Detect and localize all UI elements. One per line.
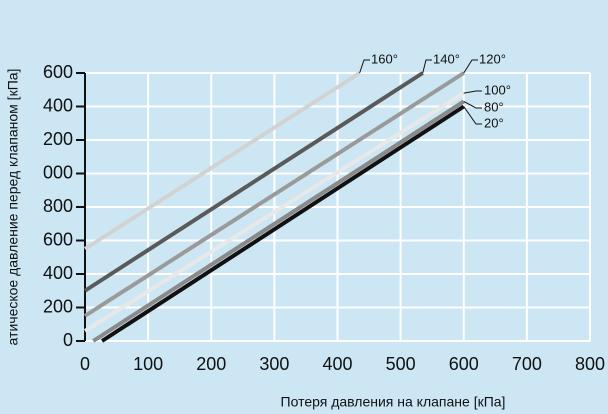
series-label: 140° [433,51,460,66]
x-axis-title: Потеря давления на клапане [кПа] [281,394,506,410]
series-label: 100° [484,82,511,97]
y-tick-label: 600 [43,229,73,249]
x-tick-label: 700 [512,354,542,374]
label-leader [359,59,370,74]
series-label: 160° [371,51,398,66]
label-leader [422,59,432,74]
y-tick-label: 000 [43,162,73,182]
series-line [100,104,465,343]
x-tick-label: 800 [575,354,605,374]
label-leader [463,101,482,109]
y-axis-title: атическое давление перед клапаном [кПа] [5,69,21,346]
y-tick-label: 400 [43,263,73,283]
x-tick-label: 500 [386,354,416,374]
label-leader [463,59,478,74]
x-tick-label: 300 [259,354,289,374]
y-tick-label: 200 [43,129,73,149]
series-line [83,71,424,293]
label-leader [463,106,482,125]
series-label: 20° [484,115,504,130]
y-tick-label: 400 [43,95,73,115]
series-label: 80° [484,99,504,114]
series-label: 120° [479,51,506,66]
x-tick-label: 100 [133,354,163,374]
label-leader [463,90,482,94]
y-tick-label: 600 [43,62,73,82]
series-line [92,99,465,343]
y-tick-label: 200 [43,296,73,316]
x-tick-label: 600 [449,354,479,374]
x-tick-label: 0 [80,354,90,374]
y-tick-label: 800 [43,196,73,216]
x-tick-label: 200 [196,354,226,374]
y-tick-label: 0 [63,330,73,350]
series-line [83,71,465,318]
series-line [83,71,361,251]
series-line [83,91,465,333]
x-tick-label: 400 [322,354,352,374]
